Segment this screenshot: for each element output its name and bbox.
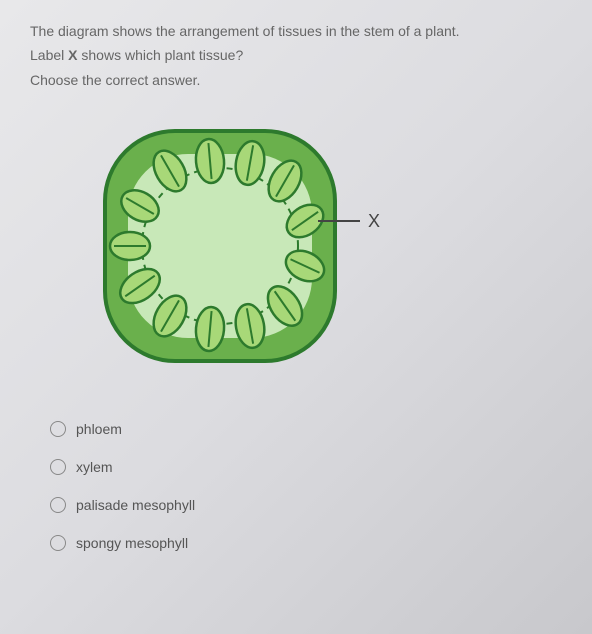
svg-text:X: X	[368, 211, 380, 231]
option-xylem[interactable]: xylem	[50, 459, 562, 475]
question-line1: The diagram shows the arrangement of tis…	[30, 20, 562, 42]
option-label: xylem	[76, 459, 113, 475]
radio-icon	[50, 535, 66, 551]
question-line2: Label X shows which plant tissue?	[30, 44, 562, 66]
radio-icon	[50, 497, 66, 513]
option-label: phloem	[76, 421, 122, 437]
question-line2-bold: X	[68, 47, 77, 63]
radio-icon	[50, 459, 66, 475]
option-phloem[interactable]: phloem	[50, 421, 562, 437]
question-line2-suffix: shows which plant tissue?	[78, 47, 244, 63]
question-line3: Choose the correct answer.	[30, 69, 562, 91]
option-label: spongy mesophyll	[76, 535, 188, 551]
option-label: palisade mesophyll	[76, 497, 195, 513]
radio-icon	[50, 421, 66, 437]
question-block: The diagram shows the arrangement of tis…	[30, 20, 562, 91]
option-palisade[interactable]: palisade mesophyll	[50, 497, 562, 513]
options-list: phloem xylem palisade mesophyll spongy m…	[30, 421, 562, 551]
stem-svg: X	[80, 111, 400, 391]
stem-diagram: X	[80, 111, 400, 391]
option-spongy[interactable]: spongy mesophyll	[50, 535, 562, 551]
question-line2-prefix: Label	[30, 47, 68, 63]
